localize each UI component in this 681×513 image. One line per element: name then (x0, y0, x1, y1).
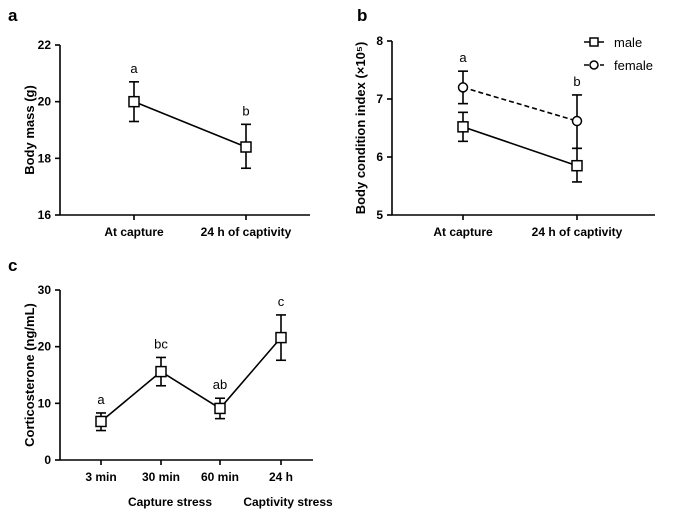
x-tick-label-c: 60 min (201, 470, 239, 484)
y-tick-label-b: 6 (376, 150, 383, 164)
y-tick-label-c: 30 (38, 283, 52, 297)
data-point (571, 115, 583, 127)
series-line-a (133, 100, 247, 148)
data-point (240, 141, 252, 153)
legend-male-label: male (614, 35, 642, 50)
significance-label-c: c (278, 294, 285, 309)
significance-label-c: a (97, 392, 105, 407)
legend-female-label: female (614, 58, 653, 73)
panel-letter-c: c (8, 256, 17, 275)
y-tick-label-a: 22 (38, 38, 52, 52)
data-point (457, 82, 469, 93)
y-tick-label-a: 18 (38, 151, 52, 165)
significance-label-a: a (130, 61, 138, 76)
data-point (214, 402, 226, 415)
chart-panel-b: Body condition index (×10⁵) male female … (353, 34, 655, 239)
y-axis-title-a: Body mass (g) (22, 85, 37, 175)
legend-female-marker (589, 60, 599, 70)
group-label-capture-stress: Capture stress (128, 495, 212, 509)
data-point (457, 121, 469, 133)
y-tick-label-b: 8 (376, 34, 383, 48)
x-tick-label-c: 30 min (142, 470, 180, 484)
x-tick-label-a: At capture (104, 225, 164, 239)
panel-letter-a: a (8, 6, 18, 25)
data-point (128, 95, 140, 108)
data-point (155, 365, 167, 378)
x-tick-label-b: At capture (433, 225, 493, 239)
data-point (275, 331, 287, 344)
significance-label-c: bc (154, 336, 168, 351)
y-tick-label-c: 10 (38, 396, 52, 410)
panel-letter-b: b (357, 6, 367, 25)
data-point (571, 159, 583, 172)
series-line-b-female (462, 86, 578, 122)
x-tick-label-b: 24 h of captivity (532, 225, 623, 239)
significance-label-a: b (242, 103, 249, 118)
chart-panel-a: Body mass (g) 16 18 20 22 At capture 24 h of … (22, 38, 310, 239)
significance-label-b: a (459, 50, 467, 65)
x-tick-label-c: 3 min (85, 470, 116, 484)
legend-male-marker (589, 37, 599, 47)
y-tick-label-a: 20 (38, 95, 52, 109)
significance-label-c: ab (213, 377, 227, 392)
legend: male female (584, 35, 653, 73)
y-axis-title-c: Corticosterone (ng/mL) (22, 303, 37, 447)
data-point (95, 415, 107, 428)
x-tick-label-a: 24 h of captivity (201, 225, 292, 239)
y-tick-label-a: 16 (38, 208, 52, 222)
y-tick-label-b: 7 (376, 92, 383, 106)
series-line-c (100, 337, 282, 423)
group-label-captivity-stress: Captivity stress (243, 495, 333, 509)
y-tick-label-b: 5 (376, 208, 383, 222)
chart-panel-c: Corticosterone (ng/mL) Capture stress Ca… (22, 283, 333, 509)
y-tick-label-c: 0 (44, 453, 51, 467)
y-axis-title-b: Body condition index (×10⁵) (353, 42, 368, 215)
significance-label-b: b (573, 74, 580, 89)
x-tick-label-c: 24 h (269, 470, 293, 484)
series-line-b-male (462, 126, 578, 167)
y-tick-label-c: 20 (38, 340, 52, 354)
